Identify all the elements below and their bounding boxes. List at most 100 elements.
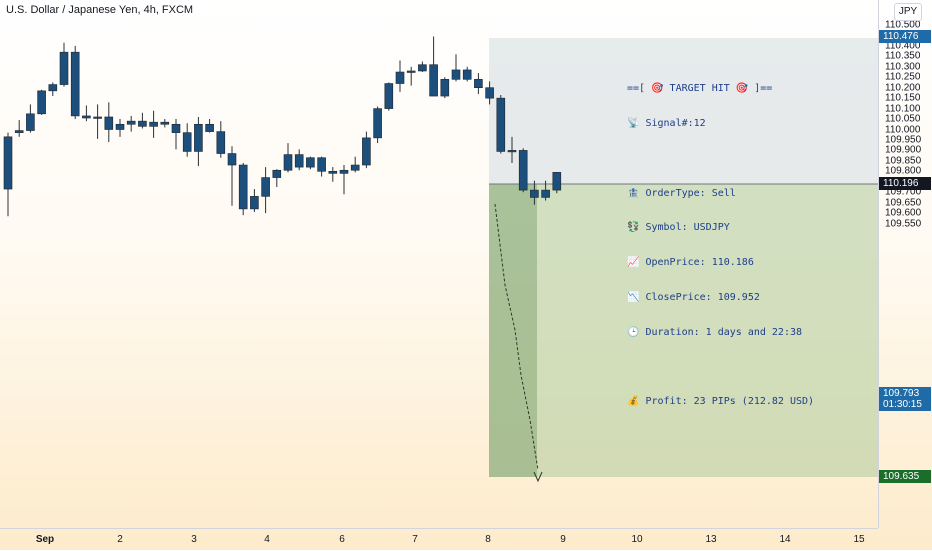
candle-3	[37, 89, 46, 115]
time-tick-label: 13	[705, 534, 717, 545]
info-line: 📡 Signal#:12	[627, 117, 706, 129]
price-tick-label: 110.100	[885, 103, 921, 115]
candle-48	[541, 180, 550, 201]
candle-body	[552, 172, 562, 191]
candle-body	[474, 79, 483, 88]
price-chart-plot[interactable]	[0, 0, 878, 528]
candle-body	[149, 121, 158, 127]
price-tick-label: 109.650	[885, 197, 922, 209]
candle-body	[462, 69, 472, 80]
time-tick-label: 14	[779, 534, 791, 545]
price-tick-label: 109.600	[885, 207, 922, 219]
price-tick-label: 109.800	[885, 165, 922, 177]
info-line: 📈 OpenPrice: 110.186	[627, 257, 754, 269]
candle-body	[14, 130, 24, 133]
info-line: ==[ 🎯 TARGET HIT 🎯 ]==	[627, 83, 773, 95]
candle-body	[384, 83, 394, 109]
stop-price-badge: 109.635	[879, 470, 931, 483]
candle-body	[339, 169, 349, 174]
info-line: 🕒 Duration: 1 days and 22:38	[627, 326, 803, 338]
time-tick-label: 3	[191, 534, 197, 545]
candle-16	[182, 123, 192, 157]
time-tick-label: 7	[412, 534, 418, 545]
candle-23	[261, 167, 270, 214]
candle-body	[283, 154, 293, 171]
candle-body	[93, 116, 102, 119]
candle-body	[306, 157, 315, 168]
candle-body	[418, 64, 427, 72]
candle-40	[451, 54, 461, 82]
currency-unit-button[interactable]: JPY	[894, 3, 922, 21]
candle-31	[350, 156, 360, 173]
candle-24	[272, 169, 282, 187]
candle-body	[496, 97, 506, 152]
candle-body	[48, 84, 58, 92]
candle-body	[440, 79, 450, 97]
price-tick-label: 109.700	[885, 186, 922, 198]
candle-5	[59, 42, 69, 87]
profit-zone	[489, 184, 878, 477]
target-price-badge: 110.476	[879, 30, 931, 43]
candle-body	[250, 196, 259, 210]
time-tick-label: 2	[117, 534, 123, 545]
candle-body	[59, 51, 69, 85]
candle-26	[294, 149, 304, 171]
candlestick-series	[3, 36, 562, 217]
time-tick-label: 15	[853, 534, 865, 545]
candle-body	[328, 171, 338, 174]
candle-30	[339, 165, 349, 195]
candle-12	[138, 112, 147, 129]
candle-body	[261, 177, 270, 197]
price-tick-label: 110.050	[885, 113, 921, 125]
current-price-badge: 109.793 01:30:15	[879, 387, 931, 411]
candle-15	[171, 119, 181, 150]
price-tick-label: 109.850	[885, 155, 922, 167]
time-axis[interactable]: Sep 2 3 4 6 7 8 9 10 13 14 15	[0, 528, 878, 551]
candle-8	[93, 104, 102, 139]
candle-body	[362, 137, 371, 166]
candle-body	[294, 154, 304, 168]
price-axis[interactable]: 110.500110.450110.400110.350110.300110.2…	[878, 0, 932, 528]
candle-body	[126, 120, 136, 125]
info-line: 💱 Symbol: USDJPY	[627, 222, 730, 234]
candle-body	[238, 164, 248, 210]
candle-35	[395, 60, 405, 92]
info-line	[627, 361, 814, 373]
price-tick-label: 110.300	[885, 61, 921, 73]
candle-body	[507, 150, 517, 153]
candle-body	[227, 153, 237, 166]
price-tick-label: 110.350	[885, 50, 921, 62]
price-tick-label: 109.900	[885, 144, 922, 156]
candle-body	[3, 136, 13, 190]
candle-29	[328, 167, 338, 182]
candle-4	[48, 82, 58, 97]
candle-2	[26, 104, 35, 133]
price-tick-label: 110.500	[885, 19, 921, 31]
time-tick-label: 8	[485, 534, 491, 545]
candle-body	[194, 123, 203, 152]
candle-44	[496, 95, 506, 154]
candle-47	[530, 180, 539, 205]
price-tick-label: 110.200	[885, 82, 921, 94]
bar-countdown: 01:30:15	[883, 399, 922, 410]
candle-14	[160, 119, 170, 128]
chart-title: U.S. Dollar / Japanese Yen, 4h, FXCM	[6, 4, 194, 16]
candle-body	[182, 132, 192, 152]
candle-27	[306, 156, 315, 170]
candle-41	[462, 66, 472, 82]
time-tick-label: Sep	[35, 534, 55, 545]
candle-body	[350, 164, 360, 171]
info-line	[627, 153, 814, 165]
time-tick-label: 10	[631, 534, 643, 545]
info-line: 💰 Profit: 23 PIPs (212.82 USD)	[627, 396, 815, 408]
price-tick-label: 109.950	[885, 134, 922, 146]
candle-20	[227, 146, 237, 206]
candle-6	[70, 45, 80, 120]
candle-28	[317, 156, 326, 177]
candle-17	[194, 116, 203, 167]
candle-36	[406, 66, 416, 86]
time-tick-label: 6	[339, 534, 345, 545]
price-tick-label: 110.250	[885, 71, 921, 83]
candle-body	[429, 64, 438, 97]
candle-body	[395, 71, 405, 84]
